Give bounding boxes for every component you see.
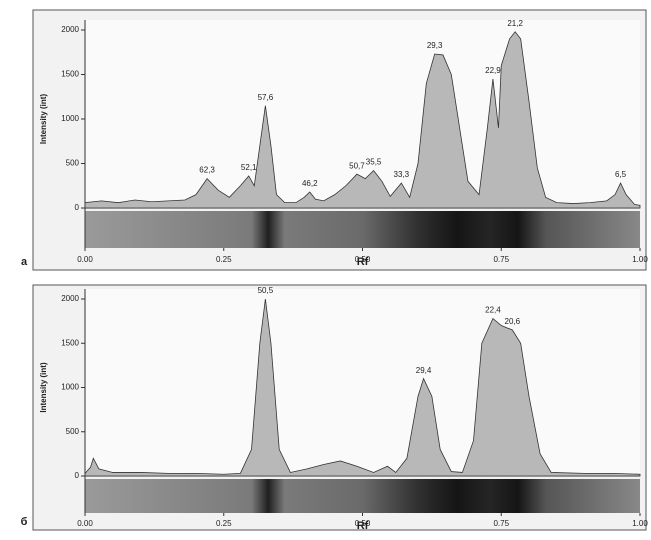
y-axis-label: Intensity (int) bbox=[39, 94, 48, 145]
peak-label: 29,4 bbox=[416, 366, 432, 375]
y-tick-label: 500 bbox=[66, 159, 80, 168]
peak-label: 62,3 bbox=[199, 166, 215, 175]
peak-label: 20,6 bbox=[505, 317, 521, 326]
peak-label: 50,7 bbox=[349, 161, 365, 170]
x-tick-label: 0.75 bbox=[493, 519, 509, 528]
peak-label: 33,3 bbox=[394, 170, 410, 179]
y-tick-label: 1500 bbox=[61, 70, 79, 79]
peak-label: 22,9 bbox=[485, 66, 501, 75]
peak-label: 21,2 bbox=[507, 19, 523, 28]
x-tick-label: 0.75 bbox=[493, 255, 509, 264]
peak-label: 46,2 bbox=[302, 179, 318, 188]
panel-label: a bbox=[21, 256, 28, 268]
x-axis-label: Rf bbox=[357, 256, 369, 268]
y-tick-label: 2000 bbox=[61, 294, 79, 303]
x-tick-label: 0.00 bbox=[77, 519, 93, 528]
peak-label: 6,5 bbox=[615, 170, 627, 179]
x-tick-label: 1.00 bbox=[632, 519, 648, 528]
gel-lane bbox=[85, 211, 640, 248]
peak-label: 22,4 bbox=[485, 306, 501, 315]
y-tick-label: 1500 bbox=[61, 338, 79, 347]
peak-label: 50,5 bbox=[258, 286, 274, 295]
figure: 05001000150020000.000.250.500.751.0062,3… bbox=[0, 0, 651, 535]
x-tick-label: 0.00 bbox=[77, 255, 93, 264]
gel-lane bbox=[85, 479, 640, 513]
x-tick-label: 1.00 bbox=[632, 255, 648, 264]
y-tick-label: 1000 bbox=[61, 383, 79, 392]
x-axis-label: Rf bbox=[357, 520, 369, 532]
x-tick-label: 0.25 bbox=[216, 255, 232, 264]
y-tick-label: 1000 bbox=[61, 114, 79, 123]
y-axis-label: Intensity (int) bbox=[39, 362, 48, 413]
y-tick-label: 0 bbox=[75, 471, 80, 480]
peak-label: 57,6 bbox=[258, 93, 274, 102]
peak-label: 35,5 bbox=[366, 158, 382, 167]
y-tick-label: 0 bbox=[75, 203, 80, 212]
peak-label: 52,1 bbox=[241, 163, 257, 172]
panel-label: б bbox=[21, 516, 28, 528]
x-tick-label: 0.25 bbox=[216, 519, 232, 528]
peak-label: 29,3 bbox=[427, 41, 443, 50]
plot-area bbox=[85, 289, 640, 476]
y-tick-label: 2000 bbox=[61, 25, 79, 34]
y-tick-label: 500 bbox=[66, 427, 80, 436]
